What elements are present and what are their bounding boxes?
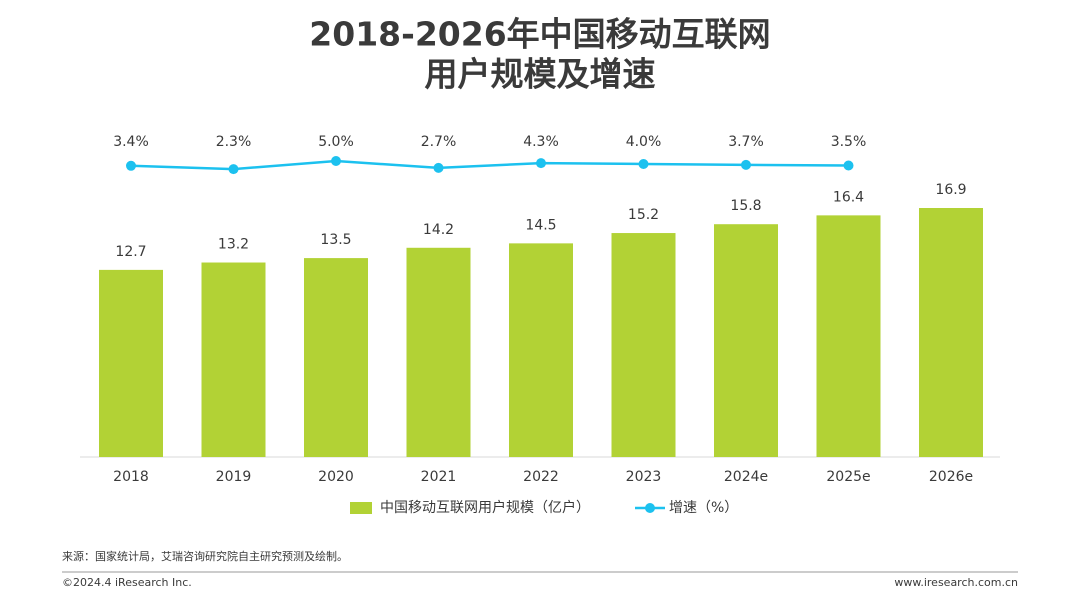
x-tick-label: 2023 (626, 469, 662, 485)
bar (509, 243, 573, 457)
legend-label: 增速（%） (669, 500, 738, 516)
growth-label: 2.7% (421, 134, 457, 150)
x-tick-label: 2021 (421, 469, 457, 485)
growth-point (536, 158, 546, 169)
growth-point (331, 156, 341, 166)
source: 来源：国家统计局，艾瑞咨询研究院自主研究预测及绘制。 (62, 549, 348, 563)
website: www.iresearch.com.cn (894, 576, 1018, 589)
legend-label: 中国移动互联网用户规模（亿户） (380, 499, 590, 516)
growth-point (638, 159, 649, 169)
growth-label: 5.0% (318, 134, 354, 150)
growth-point (126, 160, 136, 171)
copyright: ©2024.4 iResearch Inc. (62, 576, 192, 589)
bar (201, 262, 266, 457)
growth-label: 4.0% (626, 134, 662, 150)
legend-marker (645, 503, 655, 513)
bar-label: 13.5 (320, 232, 351, 248)
growth-label: 2.3% (216, 134, 252, 150)
bar (611, 233, 676, 457)
bar-label: 15.2 (628, 207, 659, 223)
bar-label: 13.2 (218, 237, 249, 253)
growth-label: 3.4% (113, 134, 149, 150)
growth-label: 3.7% (728, 134, 764, 150)
x-tick-label: 2020 (318, 469, 354, 485)
growth-point (433, 162, 444, 173)
chart-subtitle: 用户规模及增速 (425, 55, 656, 94)
x-tick-label: 2024e (724, 469, 768, 485)
x-tick-label: 2019 (216, 469, 252, 485)
bar (714, 224, 778, 457)
bar-label: 12.7 (115, 244, 146, 260)
bar (816, 215, 881, 457)
growth-label: 3.5% (831, 134, 867, 150)
growth-point (843, 160, 854, 171)
bar-label: 16.4 (833, 189, 864, 205)
bar (99, 269, 163, 457)
growth-label: 4.3% (523, 134, 559, 150)
x-tick-label: 2018 (113, 469, 149, 485)
growth-point (228, 164, 239, 175)
growth-line (130, 159, 849, 171)
bar-label: 14.5 (525, 217, 556, 233)
x-tick-label: 2026e (929, 469, 973, 485)
x-tick-label: 2022 (523, 469, 559, 485)
chart-title: 2018-2026年中国移动互联网 (309, 15, 770, 54)
bar-label: 15.8 (730, 198, 761, 214)
bar (304, 258, 368, 457)
bar-label: 14.2 (423, 222, 454, 238)
bar (919, 208, 983, 457)
legend-swatch (350, 502, 372, 514)
x-tick-label: 2025e (826, 469, 870, 485)
bar (406, 247, 471, 457)
bar-label: 16.9 (935, 182, 966, 198)
growth-point (741, 159, 751, 170)
